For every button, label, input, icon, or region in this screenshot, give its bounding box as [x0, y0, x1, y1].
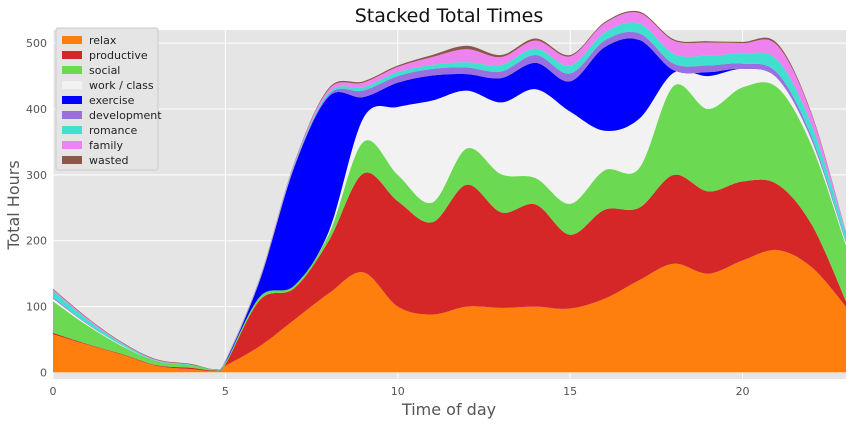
series-areas — [53, 10, 846, 373]
legend-box — [55, 27, 159, 171]
legend-swatch — [62, 66, 82, 74]
area-social — [53, 82, 846, 372]
legend-swatch — [62, 81, 82, 89]
legend-label: development — [89, 109, 162, 122]
y-axis-ticks: 0 100 200 300 400 500 — [26, 37, 47, 379]
legend-swatch — [62, 51, 82, 59]
area-romance — [53, 22, 846, 371]
area-productive — [53, 172, 846, 372]
y-tick-label: 100 — [26, 301, 47, 314]
y-tick-label: 300 — [26, 169, 47, 182]
y-tick-label: 400 — [26, 103, 47, 116]
y-tick-label: 500 — [26, 37, 47, 50]
legend-swatch — [62, 96, 82, 104]
legend-label: exercise — [89, 94, 135, 107]
area-work-class — [53, 68, 846, 371]
x-tick-label: 0 — [50, 385, 57, 398]
legend-label: family — [89, 139, 123, 152]
chart-title: Stacked Total Times — [355, 5, 544, 27]
area-development — [53, 31, 846, 371]
legend-label: romance — [89, 124, 137, 137]
y-tick-label: 200 — [26, 235, 47, 248]
legend-label: relax — [89, 34, 117, 47]
x-tick-label: 5 — [222, 385, 229, 398]
legend-swatch — [62, 36, 82, 44]
legend-swatch — [62, 156, 82, 164]
x-tick-label: 15 — [563, 385, 577, 398]
x-axis-title: Time of day — [401, 400, 496, 419]
legend: relax productive social work / class exercis… — [55, 27, 162, 171]
y-tick-label: 0 — [40, 366, 47, 379]
x-tick-label: 10 — [391, 385, 405, 398]
legend-label: productive — [89, 49, 148, 62]
x-tick-label: 20 — [736, 385, 750, 398]
legend-label: wasted — [89, 154, 129, 167]
area-relax — [53, 249, 846, 373]
legend-swatch — [62, 111, 82, 119]
y-axis-title: Total Hours — [4, 160, 23, 250]
legend-label: work / class — [89, 79, 154, 92]
legend-swatch — [62, 126, 82, 134]
legend-swatch — [62, 141, 82, 149]
area-family — [53, 12, 846, 371]
x-axis-ticks: 0 5 10 15 20 — [50, 385, 750, 398]
legend-label: social — [89, 64, 120, 77]
